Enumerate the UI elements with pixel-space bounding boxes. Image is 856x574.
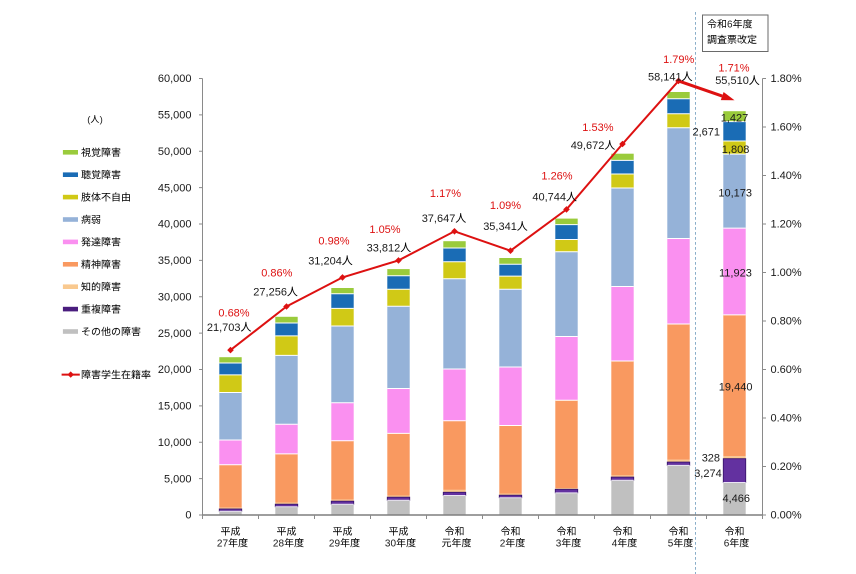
svg-text:0.80%: 0.80% xyxy=(771,316,802,328)
svg-text:20,000: 20,000 xyxy=(158,364,192,376)
svg-text:1.40%: 1.40% xyxy=(771,170,802,182)
svg-text:1.26%: 1.26% xyxy=(541,170,572,182)
svg-text:2,671: 2,671 xyxy=(693,127,721,139)
svg-text:50,000: 50,000 xyxy=(158,146,192,158)
svg-text:15,000: 15,000 xyxy=(158,401,192,413)
svg-text:1.05%: 1.05% xyxy=(369,224,400,236)
svg-text:49,672: 49,672 xyxy=(571,140,605,152)
svg-text:21,703: 21,703 xyxy=(207,322,241,334)
svg-text:25,000: 25,000 xyxy=(158,328,192,340)
svg-text:1.17%: 1.17% xyxy=(430,188,461,200)
svg-text:5,000: 5,000 xyxy=(164,473,192,485)
svg-text:11,923: 11,923 xyxy=(719,267,752,279)
svg-text:4,466: 4,466 xyxy=(723,493,751,505)
svg-text:19,440: 19,440 xyxy=(719,382,753,394)
svg-text:27: 27 xyxy=(217,538,229,549)
svg-text:10,173: 10,173 xyxy=(718,188,752,200)
svg-text:40,000: 40,000 xyxy=(158,219,192,231)
svg-text:0.00%: 0.00% xyxy=(771,510,802,522)
svg-text:0.98%: 0.98% xyxy=(318,236,349,248)
svg-text:3,274: 3,274 xyxy=(694,468,722,480)
svg-text:29: 29 xyxy=(329,538,341,549)
svg-text:): ) xyxy=(100,115,103,126)
svg-text:1.60%: 1.60% xyxy=(771,122,802,134)
svg-text:0.68%: 0.68% xyxy=(218,307,249,319)
svg-text:30: 30 xyxy=(385,538,397,549)
svg-text:0.60%: 0.60% xyxy=(771,364,802,376)
svg-text:1,427: 1,427 xyxy=(721,113,749,125)
svg-text:1.80%: 1.80% xyxy=(771,73,802,85)
svg-text:1.71%: 1.71% xyxy=(718,63,749,75)
svg-text:0.40%: 0.40% xyxy=(771,413,802,425)
svg-text:55,510: 55,510 xyxy=(715,75,749,87)
svg-text:1.20%: 1.20% xyxy=(771,219,802,231)
svg-text:6: 6 xyxy=(724,538,730,549)
svg-text:40,744: 40,744 xyxy=(532,192,566,204)
svg-text:30,000: 30,000 xyxy=(158,291,192,303)
svg-text:0: 0 xyxy=(185,510,191,522)
svg-text:328: 328 xyxy=(702,453,720,465)
svg-text:1.00%: 1.00% xyxy=(771,267,802,279)
svg-text:4: 4 xyxy=(612,538,618,549)
svg-text:27,256: 27,256 xyxy=(253,287,287,299)
svg-text:33,812: 33,812 xyxy=(367,242,401,254)
svg-text:28: 28 xyxy=(273,538,285,549)
svg-text:2: 2 xyxy=(500,538,506,549)
svg-text:3: 3 xyxy=(556,538,562,549)
svg-text:35,341: 35,341 xyxy=(483,221,517,233)
svg-text:35,000: 35,000 xyxy=(158,255,192,267)
svg-text:10,000: 10,000 xyxy=(158,437,192,449)
svg-text:1.53%: 1.53% xyxy=(582,122,613,134)
svg-text:5: 5 xyxy=(668,538,674,549)
svg-text:(: ( xyxy=(87,115,91,126)
svg-text:31,204: 31,204 xyxy=(308,255,342,267)
svg-text:55,000: 55,000 xyxy=(158,110,192,122)
svg-text:37,647: 37,647 xyxy=(422,213,456,225)
svg-text:45,000: 45,000 xyxy=(158,182,192,194)
svg-text:1.09%: 1.09% xyxy=(490,200,521,212)
svg-text:6: 6 xyxy=(727,20,733,31)
svg-text:0.86%: 0.86% xyxy=(261,268,292,280)
svg-text:1,808: 1,808 xyxy=(722,144,750,156)
svg-text:1.79%: 1.79% xyxy=(663,54,694,66)
svg-text:0.20%: 0.20% xyxy=(771,461,802,473)
svg-text:60,000: 60,000 xyxy=(158,73,192,85)
svg-text:58,141: 58,141 xyxy=(648,71,682,83)
